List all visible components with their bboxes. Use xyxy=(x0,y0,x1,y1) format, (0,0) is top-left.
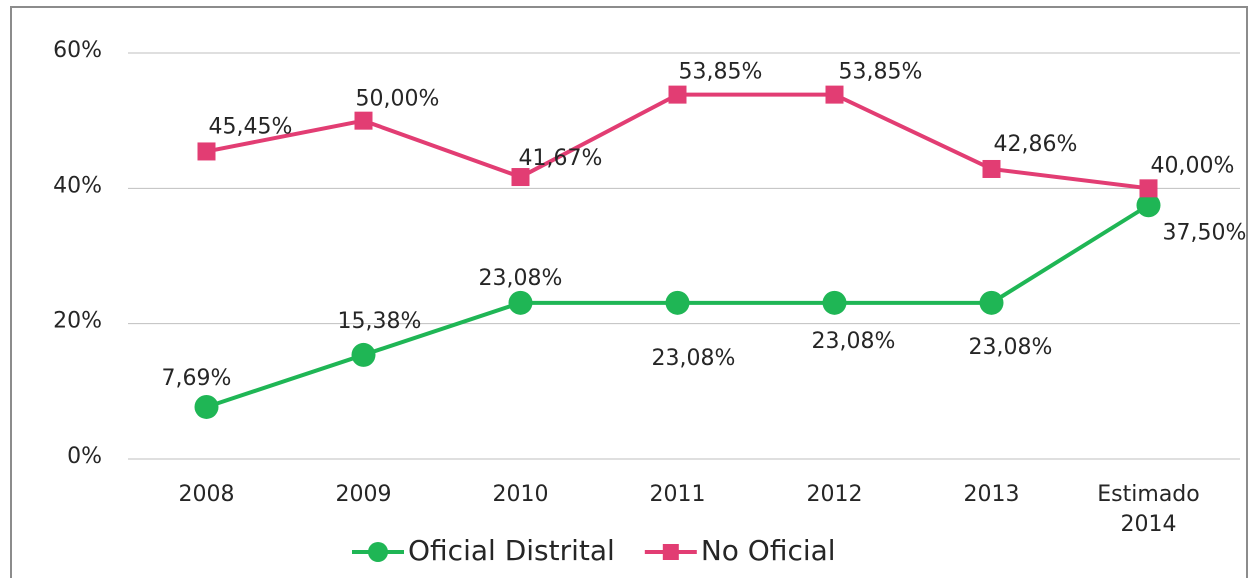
chart-border xyxy=(10,6,1248,578)
data-label: 23,08% xyxy=(652,346,736,371)
x-tick-label: 2008 xyxy=(178,482,235,507)
data-label: 23,08% xyxy=(812,329,896,354)
y-tick-label: 20% xyxy=(53,309,102,334)
data-label: 42,86% xyxy=(994,132,1078,157)
point xyxy=(508,290,533,315)
y-tick-label: 60% xyxy=(53,38,102,63)
point xyxy=(668,85,687,104)
point xyxy=(194,394,219,419)
point xyxy=(1136,193,1161,218)
data-label: 45,45% xyxy=(209,114,293,139)
y-tick-label: 40% xyxy=(53,173,102,198)
x-tick-label: 2010 xyxy=(492,482,549,507)
legend-marker xyxy=(368,542,388,562)
data-label: 53,85% xyxy=(679,60,763,85)
point xyxy=(1139,179,1158,198)
legend-label: No Oficial xyxy=(701,534,836,567)
data-label: 23,08% xyxy=(479,266,563,291)
data-label: 23,08% xyxy=(969,335,1053,360)
x-tick-label: Estimado 2014 xyxy=(1097,482,1200,537)
point xyxy=(511,168,530,187)
legend-marker xyxy=(662,544,679,560)
x-tick-label: 2011 xyxy=(649,482,706,507)
data-label: 7,69% xyxy=(162,366,232,391)
y-tick-label: 0% xyxy=(67,444,102,469)
legend-label: Oficial Distrital xyxy=(408,534,615,567)
data-label: 50,00% xyxy=(356,87,440,112)
point xyxy=(979,290,1004,315)
data-label: 41,67% xyxy=(519,146,603,171)
data-label: 40,00% xyxy=(1151,153,1235,178)
data-label: 37,50% xyxy=(1163,220,1247,245)
point xyxy=(351,342,376,367)
point xyxy=(354,111,373,130)
x-tick-label: 2013 xyxy=(963,482,1020,507)
x-tick-label: 2012 xyxy=(806,482,863,507)
x-tick-label: 2009 xyxy=(335,482,392,507)
point xyxy=(825,85,844,104)
point xyxy=(982,159,1001,178)
point xyxy=(197,142,216,161)
point xyxy=(665,290,690,315)
point xyxy=(822,290,847,315)
data-label: 53,85% xyxy=(839,60,923,85)
data-label: 15,38% xyxy=(338,309,422,334)
